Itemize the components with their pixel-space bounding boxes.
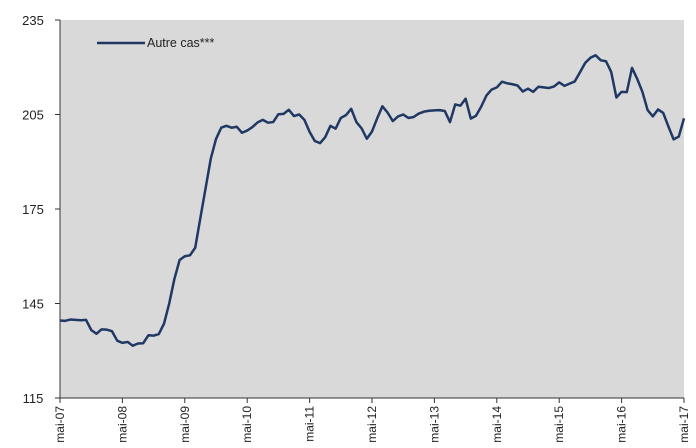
series-line	[59, 54, 686, 347]
x-tick-label: mai-15	[552, 406, 566, 443]
y-tick-label: 175	[22, 202, 44, 217]
x-tick-label: mai-11	[303, 406, 317, 442]
x-tick-label: mai-08	[115, 406, 129, 443]
x-tick-label: mai-10	[240, 406, 254, 443]
plot-area	[60, 20, 684, 398]
series-group	[59, 54, 686, 347]
legend: Autre cas***	[97, 36, 215, 50]
y-tick-label: 205	[22, 108, 44, 123]
x-tick-label: mai-07	[53, 406, 67, 443]
y-tick-label: 115	[23, 391, 44, 406]
x-tick-label: mai-13	[427, 406, 441, 443]
y-tick-label: 145	[22, 297, 44, 312]
y-tick-label: 235	[22, 13, 44, 28]
x-axis-ticks: mai-07 mai-08 mai-09 mai-10 mai-11 mai-12 mai-…	[53, 398, 691, 443]
x-tick-label: mai-17	[677, 406, 691, 443]
y-axis-ticks: 235 205 175 145 115	[22, 13, 60, 406]
x-tick-label: mai-12	[365, 406, 379, 443]
x-tick-label: mai-09	[178, 406, 192, 443]
legend-label: Autre cas***	[147, 36, 215, 50]
x-tick-label: mai-14	[490, 406, 504, 443]
x-tick-label: mai-16	[615, 406, 629, 443]
